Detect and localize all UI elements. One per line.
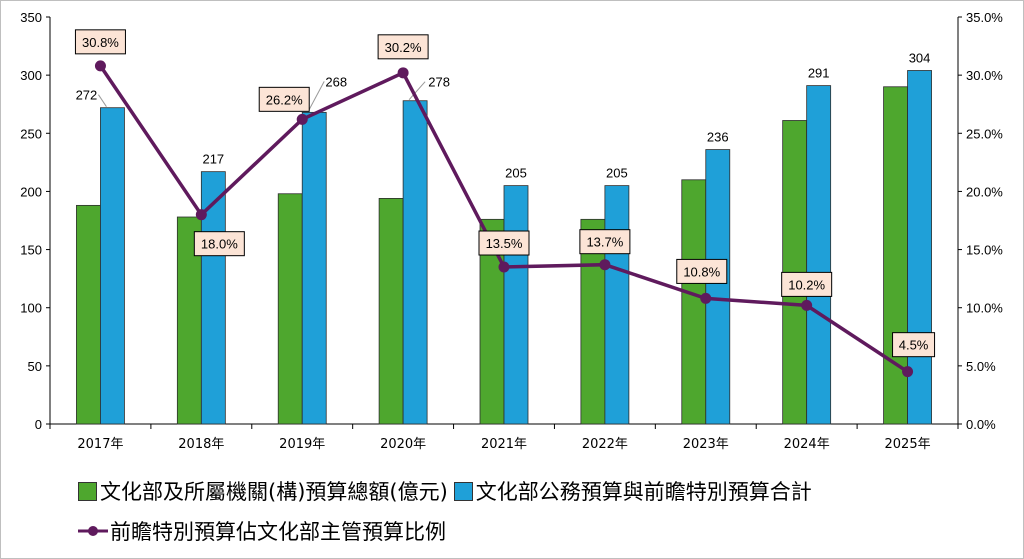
ratio-label: 18.0%: [201, 237, 238, 252]
bar-value-label: 304: [909, 50, 931, 65]
ratio-label: 10.2%: [788, 277, 825, 292]
legend-swatch-blue: [453, 481, 473, 501]
x-tick-label: 2017年: [77, 437, 123, 452]
bar-value-label: 217: [202, 152, 224, 167]
legend-row-1: 文化部及所屬機關(構)預算總額(億元) 文化部公務預算與前瞻特別預算合計: [78, 476, 812, 506]
ratio-point: [700, 292, 712, 304]
left-tick-label: 350: [20, 10, 42, 25]
bar-value-label: 205: [505, 166, 527, 181]
ratio-label-box: [478, 230, 530, 256]
legend-label-total: 文化部及所屬機關(構)預算總額(億元): [100, 480, 448, 504]
bar-value-label: 268: [325, 74, 347, 89]
right-tick-label: 5.0%: [966, 359, 996, 374]
ratio-label: 30.2%: [385, 40, 422, 55]
bar-blue: [301, 111, 327, 425]
ratio-point: [296, 113, 308, 125]
legend-label-ratio: 前瞻特別預算佔文化部主管預算比例: [110, 520, 446, 544]
bar-blue: [705, 149, 731, 425]
bar-value-label: 278: [428, 75, 450, 90]
bar-blue: [100, 107, 125, 425]
right-tick-label: 30.0%: [966, 68, 1003, 83]
x-tick-label: 2019年: [279, 437, 325, 452]
bar-blue: [907, 70, 932, 425]
right-tick-label: 25.0%: [966, 126, 1003, 141]
ratio-label: 26.2%: [266, 92, 303, 107]
left-tick-label: 300: [20, 68, 42, 83]
leader-line: [307, 81, 325, 112]
leader-line: [408, 81, 426, 101]
legend-swatch-green: [78, 481, 97, 501]
ratio-point: [801, 299, 813, 311]
ratio-point: [599, 259, 611, 271]
right-tick-label: 0.0%: [966, 417, 996, 432]
bar-value-label: 291: [808, 66, 830, 81]
x-tick-label: 2018年: [178, 437, 224, 452]
ratio-label-box: [676, 258, 728, 284]
ratio-label: 13.7%: [586, 235, 623, 250]
ratio-label-box: [74, 29, 126, 55]
leader-line: [98, 94, 107, 107]
x-tick-label: 2022年: [582, 437, 628, 452]
ratio-label-box: [781, 271, 833, 297]
left-tick-label: 0: [35, 417, 42, 432]
ratio-point: [498, 261, 510, 273]
left-tick-label: 50: [28, 359, 42, 374]
left-tick-label: 150: [20, 243, 42, 258]
legend-line-marker-icon: [78, 526, 108, 536]
x-tick-label: 2021年: [481, 437, 527, 452]
ratio-label-box: [579, 229, 631, 255]
right-tick-label: 15.0%: [966, 243, 1003, 258]
bar-green: [378, 198, 404, 425]
ratio-label: 13.5%: [486, 236, 523, 251]
bar-value-label: 205: [606, 166, 628, 181]
ratio-label-box: [892, 332, 936, 358]
right-tick-label: 10.0%: [966, 301, 1003, 316]
bar-value-label: 236: [707, 130, 729, 145]
bar-blue: [806, 85, 832, 425]
x-tick-label: 2023年: [683, 437, 729, 452]
ratio-label-box: [258, 86, 310, 112]
x-tick-label: 2024年: [784, 437, 830, 452]
x-tick-label: 2020年: [380, 437, 426, 452]
ratio-label: 30.8%: [82, 35, 119, 50]
right-tick-label: 35.0%: [966, 10, 1003, 25]
ratio-point: [902, 366, 914, 378]
right-tick-label: 20.0%: [966, 184, 1003, 199]
bar-value-label: 272: [76, 88, 98, 103]
legend-row-2: 前瞻特別預算佔文化部主管預算比例: [78, 516, 446, 546]
bar-green: [76, 204, 101, 425]
bar-green: [277, 193, 303, 425]
legend-label-combined: 文化部公務預算與前瞻特別預算合計: [475, 480, 812, 504]
bar-blue: [503, 185, 529, 425]
bar-blue: [604, 185, 630, 425]
ratio-point: [397, 67, 409, 79]
left-tick-label: 100: [20, 301, 42, 316]
ratio-label: 4.5%: [899, 338, 929, 353]
ratio-label-box: [193, 231, 245, 257]
ratio-point: [195, 209, 207, 221]
ratio-point: [94, 60, 106, 72]
x-tick-label: 2025年: [885, 437, 931, 452]
left-tick-label: 250: [20, 126, 42, 141]
bar-blue: [402, 100, 428, 425]
ratio-label-box: [377, 34, 429, 60]
left-tick-label: 200: [20, 184, 42, 199]
ratio-label: 10.8%: [683, 264, 720, 279]
